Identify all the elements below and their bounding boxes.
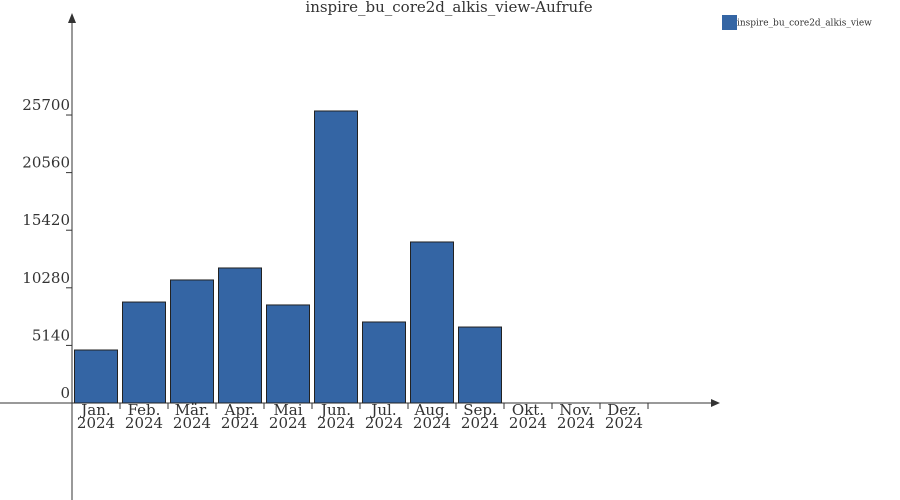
x-tick-label: 2024 bbox=[557, 414, 595, 432]
x-tick-label: Mai bbox=[273, 401, 302, 419]
y-axis-arrow bbox=[68, 13, 76, 23]
x-tick-label: 2024 bbox=[413, 414, 451, 432]
bar bbox=[218, 267, 262, 404]
bar bbox=[122, 301, 166, 404]
x-tick-label: 2024 bbox=[509, 414, 547, 432]
x-tick-label: Jul. bbox=[369, 401, 396, 419]
y-tick-label: 10280 bbox=[22, 269, 70, 287]
y-tick-label: 0 bbox=[60, 384, 70, 402]
x-tick-label: Feb. bbox=[128, 401, 161, 419]
chart-title: inspire_bu_core2d_alkis_view-Aufrufe bbox=[305, 0, 592, 16]
x-tick-label: 2024 bbox=[221, 414, 259, 432]
x-tick-label: Jan. bbox=[79, 401, 110, 419]
y-tick-label: 20560 bbox=[22, 154, 70, 172]
x-axis-arrow bbox=[711, 399, 720, 407]
x-tick-label: Aug. bbox=[414, 401, 450, 419]
bar bbox=[362, 321, 406, 404]
bar bbox=[266, 304, 310, 404]
x-tick-label: 2024 bbox=[77, 414, 115, 432]
x-tick-label: Jun. bbox=[319, 401, 351, 419]
x-tick-label: 2024 bbox=[461, 414, 499, 432]
legend-swatch bbox=[722, 15, 737, 30]
x-tick-label: Okt. bbox=[512, 401, 544, 419]
bar bbox=[74, 349, 118, 404]
legend-label: inspire_bu_core2d_alkis_view bbox=[737, 19, 872, 29]
y-tick-label: 5140 bbox=[32, 326, 70, 344]
x-tick-label: Apr. bbox=[224, 401, 256, 419]
x-tick-label: 2024 bbox=[173, 414, 211, 432]
bar bbox=[170, 279, 214, 404]
x-tick-label: Mär. bbox=[175, 401, 210, 419]
x-tick-label: 2024 bbox=[365, 414, 403, 432]
x-tick-label: 2024 bbox=[125, 414, 163, 432]
x-tick-label: Sep. bbox=[463, 401, 497, 419]
x-tick-label: Dez. bbox=[607, 401, 641, 419]
bar bbox=[314, 110, 358, 404]
x-tick-label: 2024 bbox=[317, 414, 355, 432]
y-tick-label: 15420 bbox=[22, 211, 70, 229]
y-tick-label: 25700 bbox=[22, 96, 70, 114]
x-tick-label: 2024 bbox=[605, 414, 643, 432]
x-tick-label: 2024 bbox=[269, 414, 307, 432]
x-tick-label: Nov. bbox=[559, 401, 593, 419]
bar bbox=[410, 241, 454, 404]
bar bbox=[458, 326, 502, 404]
